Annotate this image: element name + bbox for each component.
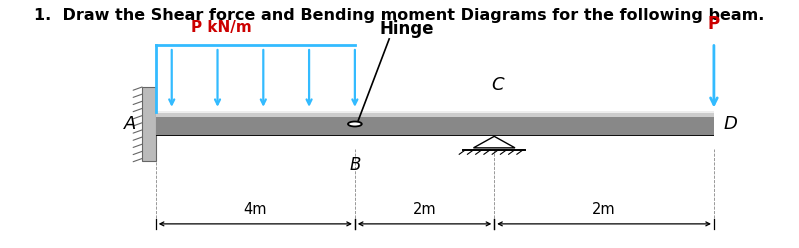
Bar [156,111,714,113]
Text: 2m: 2m [413,202,436,217]
Bar [156,112,714,136]
Bar [156,117,714,135]
Polygon shape [474,136,515,148]
Circle shape [348,122,362,126]
Bar [156,112,714,117]
Text: 1.  Draw the Shear force and Bending moment Diagrams for the following beam.: 1. Draw the Shear force and Bending mome… [34,8,765,23]
Text: D: D [724,115,737,133]
Bar [142,87,156,161]
Text: C: C [491,76,504,94]
Text: 2m: 2m [592,202,616,217]
Text: Hinge: Hinge [379,20,434,38]
Text: P kN/m: P kN/m [191,20,252,35]
Text: A: A [124,115,136,133]
Text: P: P [708,15,720,33]
Text: 4m: 4m [244,202,267,217]
Text: B: B [349,156,360,174]
